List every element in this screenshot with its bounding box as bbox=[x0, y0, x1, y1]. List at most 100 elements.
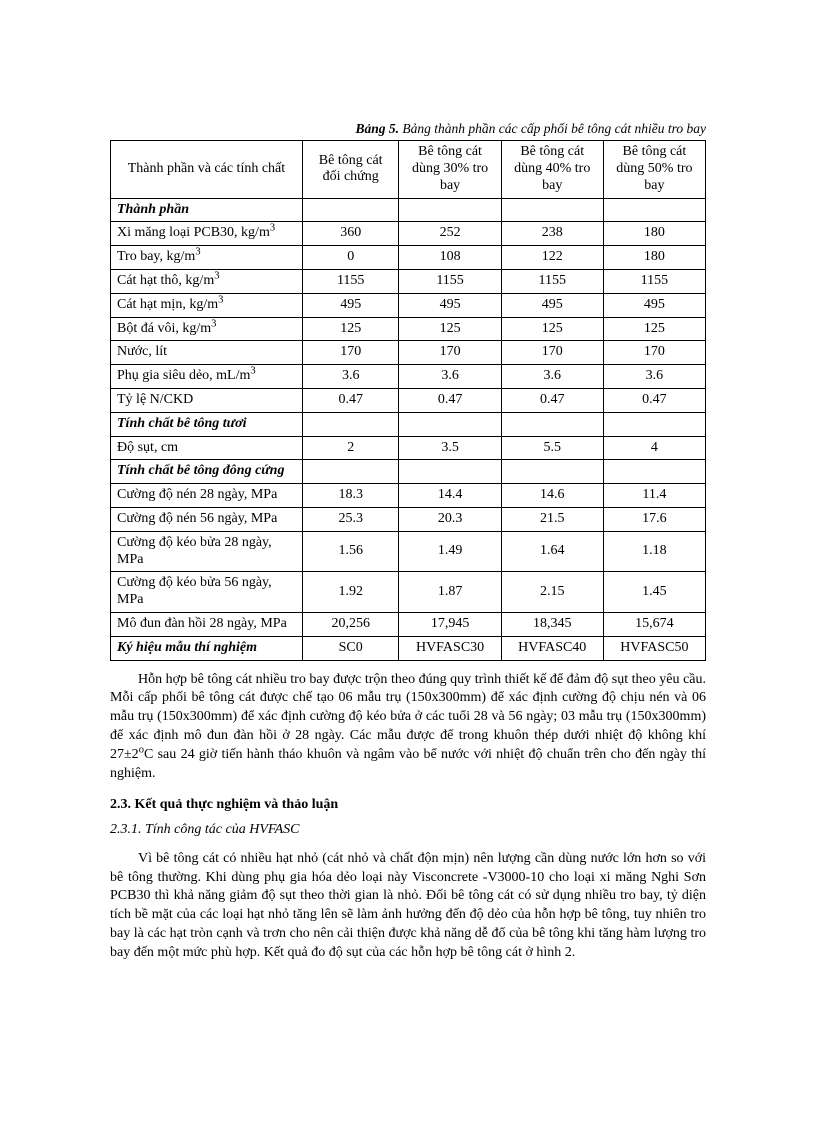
table-row: Cường độ nén 28 ngày, MPa18.314.414.611.… bbox=[111, 484, 706, 508]
empty-cell bbox=[399, 198, 501, 222]
section-heading: 2.3. Kết quả thực nghiệm và thảo luận bbox=[110, 796, 706, 815]
data-cell: 0.47 bbox=[603, 388, 705, 412]
data-cell: SC0 bbox=[302, 636, 399, 660]
table-row: Nước, lít170170170170 bbox=[111, 341, 706, 365]
data-cell: 1155 bbox=[302, 270, 399, 294]
data-cell: 3.5 bbox=[399, 436, 501, 460]
data-cell: HVFASC50 bbox=[603, 636, 705, 660]
data-cell: 108 bbox=[399, 246, 501, 270]
data-cell: 3.6 bbox=[501, 365, 603, 389]
row-label: Nước, lít bbox=[111, 341, 303, 365]
data-cell: 495 bbox=[501, 293, 603, 317]
data-cell: 125 bbox=[501, 317, 603, 341]
data-cell: 20.3 bbox=[399, 507, 501, 531]
row-label: Cường độ nén 56 ngày, MPa bbox=[111, 507, 303, 531]
table-row: Cường độ kéo bửa 28 ngày, MPa1.561.491.6… bbox=[111, 531, 706, 572]
row-label: Ký hiệu mẫu thí nghiệm bbox=[111, 636, 303, 660]
data-cell: 180 bbox=[603, 222, 705, 246]
body-paragraph-1: Hỗn hợp bê tông cát nhiều tro bay được t… bbox=[110, 671, 706, 784]
data-cell: 0.47 bbox=[501, 388, 603, 412]
empty-cell bbox=[399, 460, 501, 484]
data-cell: 14.4 bbox=[399, 484, 501, 508]
empty-cell bbox=[501, 198, 603, 222]
data-cell: 14.6 bbox=[501, 484, 603, 508]
data-cell: 495 bbox=[302, 293, 399, 317]
data-cell: 122 bbox=[501, 246, 603, 270]
table-body: Thành phầnXi măng loại PCB30, kg/m336025… bbox=[111, 198, 706, 660]
data-cell: 18.3 bbox=[302, 484, 399, 508]
data-cell: 170 bbox=[603, 341, 705, 365]
table-caption: Bảng 5. Bảng thành phần các cấp phối bê … bbox=[110, 120, 706, 138]
empty-cell bbox=[501, 460, 603, 484]
col-header-1: Bê tông cát đối chứng bbox=[302, 141, 399, 198]
empty-cell bbox=[603, 198, 705, 222]
data-cell: 18,345 bbox=[501, 612, 603, 636]
row-label: Tỷ lệ N/CKD bbox=[111, 388, 303, 412]
col-header-2: Bê tông cát dùng 30% tro bay bbox=[399, 141, 501, 198]
data-cell: 1.45 bbox=[603, 572, 705, 613]
data-cell: 1.18 bbox=[603, 531, 705, 572]
data-cell: 11.4 bbox=[603, 484, 705, 508]
table-row: Bột đá vôi, kg/m3125125125125 bbox=[111, 317, 706, 341]
data-cell: 3.6 bbox=[603, 365, 705, 389]
empty-cell bbox=[501, 412, 603, 436]
caption-body: Bảng thành phần các cấp phối bê tông cát… bbox=[399, 121, 706, 136]
row-label: Cường độ kéo bửa 56 ngày, MPa bbox=[111, 572, 303, 613]
section-label: Thành phần bbox=[111, 198, 303, 222]
table-row: Xi măng loại PCB30, kg/m3360252238180 bbox=[111, 222, 706, 246]
data-cell: 17,945 bbox=[399, 612, 501, 636]
data-cell: 125 bbox=[603, 317, 705, 341]
data-cell: 360 bbox=[302, 222, 399, 246]
row-label: Xi măng loại PCB30, kg/m3 bbox=[111, 222, 303, 246]
data-cell: 25.3 bbox=[302, 507, 399, 531]
data-cell: 1155 bbox=[603, 270, 705, 294]
table-row: Cát hạt mịn, kg/m3495495495495 bbox=[111, 293, 706, 317]
data-cell: 1155 bbox=[501, 270, 603, 294]
data-cell: HVFASC40 bbox=[501, 636, 603, 660]
row-label: Cát hạt mịn, kg/m3 bbox=[111, 293, 303, 317]
subsection-heading: 2.3.1. Tính công tác của HVFASC bbox=[110, 821, 706, 840]
table-row: Tỷ lệ N/CKD0.470.470.470.47 bbox=[111, 388, 706, 412]
data-cell: 125 bbox=[399, 317, 501, 341]
data-cell: 170 bbox=[501, 341, 603, 365]
row-label: Bột đá vôi, kg/m3 bbox=[111, 317, 303, 341]
data-cell: 17.6 bbox=[603, 507, 705, 531]
data-cell: 0 bbox=[302, 246, 399, 270]
data-cell: 20,256 bbox=[302, 612, 399, 636]
table-header-row: Thành phần và các tính chất Bê tông cát … bbox=[111, 141, 706, 198]
data-cell: 1.92 bbox=[302, 572, 399, 613]
empty-cell bbox=[603, 460, 705, 484]
empty-cell bbox=[603, 412, 705, 436]
row-label: Tro bay, kg/m3 bbox=[111, 246, 303, 270]
data-cell: 180 bbox=[603, 246, 705, 270]
table-row: Cát hạt thô, kg/m31155115511551155 bbox=[111, 270, 706, 294]
data-cell: 1.56 bbox=[302, 531, 399, 572]
table-row: Mô đun đàn hồi 28 ngày, MPa20,25617,9451… bbox=[111, 612, 706, 636]
data-cell: 1155 bbox=[399, 270, 501, 294]
empty-cell bbox=[302, 460, 399, 484]
col-header-0: Thành phần và các tính chất bbox=[111, 141, 303, 198]
data-cell: 3.6 bbox=[399, 365, 501, 389]
data-cell: 495 bbox=[399, 293, 501, 317]
body-paragraph-2: Vì bê tông cát có nhiều hạt nhỏ (cát nhỏ… bbox=[110, 850, 706, 963]
col-header-3: Bê tông cát dùng 40% tro bay bbox=[501, 141, 603, 198]
col-header-4: Bê tông cát dùng 50% tro bay bbox=[603, 141, 705, 198]
row-label: Cát hạt thô, kg/m3 bbox=[111, 270, 303, 294]
caption-prefix: Bảng 5. bbox=[356, 121, 400, 136]
data-cell: 0.47 bbox=[399, 388, 501, 412]
data-cell: 15,674 bbox=[603, 612, 705, 636]
data-cell: 1.87 bbox=[399, 572, 501, 613]
data-cell: HVFASC30 bbox=[399, 636, 501, 660]
data-cell: 3.6 bbox=[302, 365, 399, 389]
data-cell: 5.5 bbox=[501, 436, 603, 460]
data-cell: 4 bbox=[603, 436, 705, 460]
data-cell: 1.64 bbox=[501, 531, 603, 572]
data-cell: 2 bbox=[302, 436, 399, 460]
data-cell: 21.5 bbox=[501, 507, 603, 531]
row-label: Phụ gia siêu dẻo, mL/m3 bbox=[111, 365, 303, 389]
data-cell: 0.47 bbox=[302, 388, 399, 412]
table-section-row: Thành phần bbox=[111, 198, 706, 222]
table-section-row: Tính chất bê tông tươi bbox=[111, 412, 706, 436]
row-label: Cường độ kéo bửa 28 ngày, MPa bbox=[111, 531, 303, 572]
data-cell: 125 bbox=[302, 317, 399, 341]
